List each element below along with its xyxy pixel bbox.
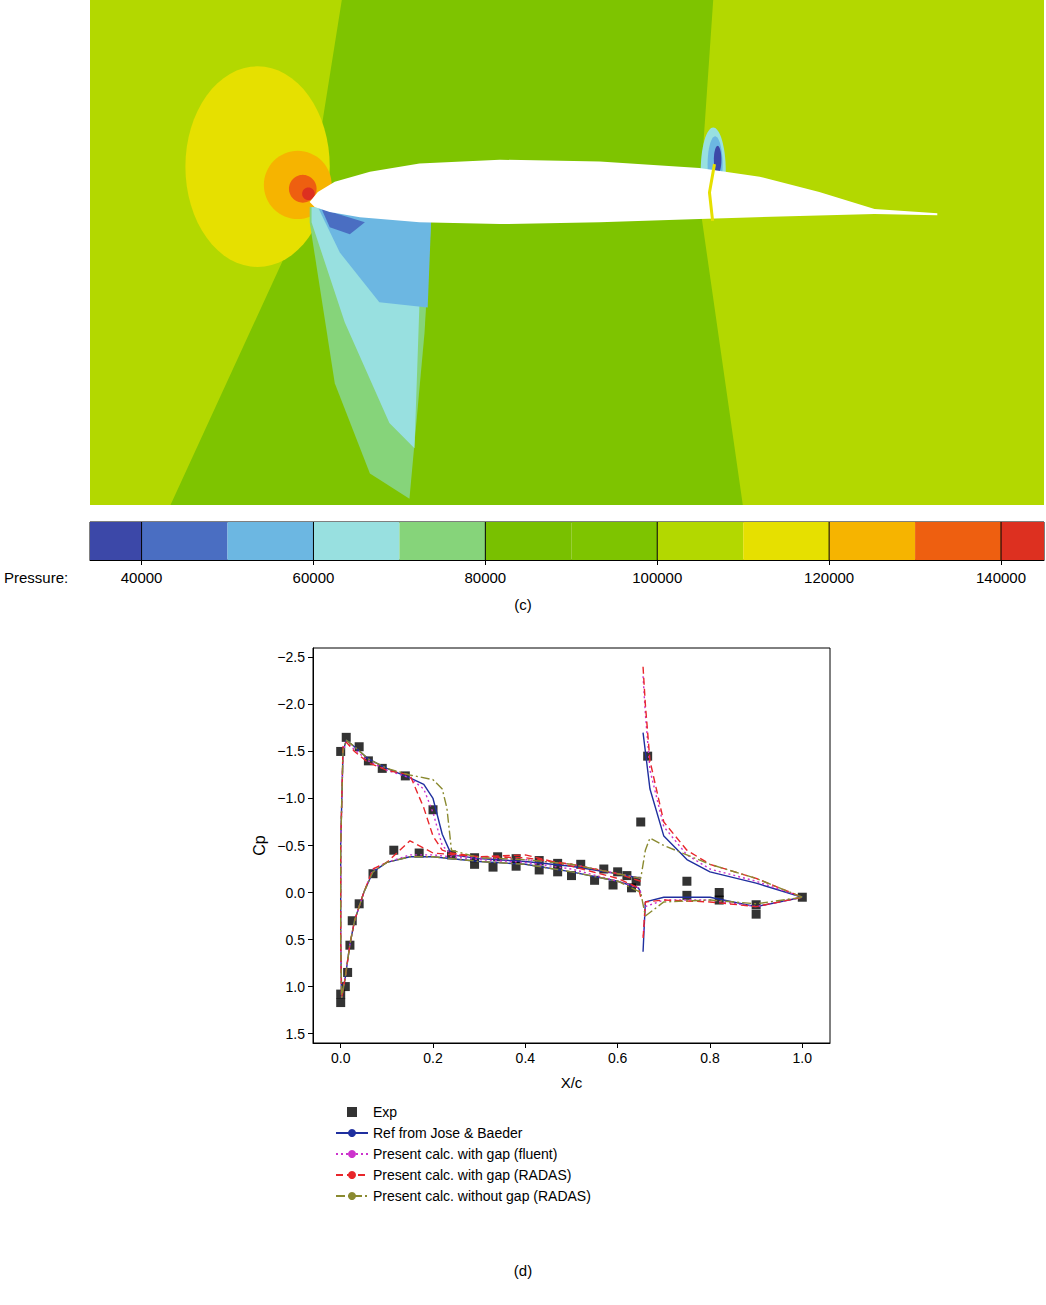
svg-text:Cp: Cp [251, 835, 268, 856]
svg-text:120000: 120000 [804, 569, 854, 586]
svg-text:Present calc. with gap (RADAS): Present calc. with gap (RADAS) [373, 1167, 571, 1183]
svg-text:0.5: 0.5 [286, 932, 306, 948]
svg-text:−1.5: −1.5 [277, 743, 305, 759]
svg-text:Ref from Jose & Baeder: Ref from Jose & Baeder [373, 1125, 523, 1141]
svg-text:80000: 80000 [464, 569, 506, 586]
svg-text:100000: 100000 [632, 569, 682, 586]
svg-text:0.6: 0.6 [608, 1050, 628, 1066]
svg-text:40000: 40000 [121, 569, 163, 586]
svg-text:−1.0: −1.0 [277, 790, 305, 806]
svg-text:−2.0: −2.0 [277, 696, 305, 712]
svg-text:0.0: 0.0 [331, 1050, 351, 1066]
svg-text:Present calc. with gap (fluent: Present calc. with gap (fluent) [373, 1146, 557, 1162]
svg-text:60000: 60000 [293, 569, 335, 586]
svg-text:0.4: 0.4 [516, 1050, 536, 1066]
svg-text:(d): (d) [514, 1262, 532, 1279]
svg-text:1.0: 1.0 [793, 1050, 813, 1066]
svg-text:1.5: 1.5 [286, 1026, 306, 1042]
svg-text:Pressure:: Pressure: [4, 569, 68, 586]
svg-text:−0.5: −0.5 [277, 838, 305, 854]
svg-text:−2.5: −2.5 [277, 649, 305, 665]
svg-text:Present calc. without gap (RAD: Present calc. without gap (RADAS) [373, 1188, 591, 1204]
svg-text:0.2: 0.2 [423, 1050, 443, 1066]
svg-text:0.8: 0.8 [700, 1050, 720, 1066]
svg-text:X/c: X/c [561, 1074, 583, 1091]
svg-text:1.0: 1.0 [286, 979, 306, 995]
svg-text:(c): (c) [514, 596, 532, 613]
svg-text:0.0: 0.0 [286, 885, 306, 901]
svg-text:Exp: Exp [373, 1104, 397, 1120]
svg-text:140000: 140000 [976, 569, 1026, 586]
